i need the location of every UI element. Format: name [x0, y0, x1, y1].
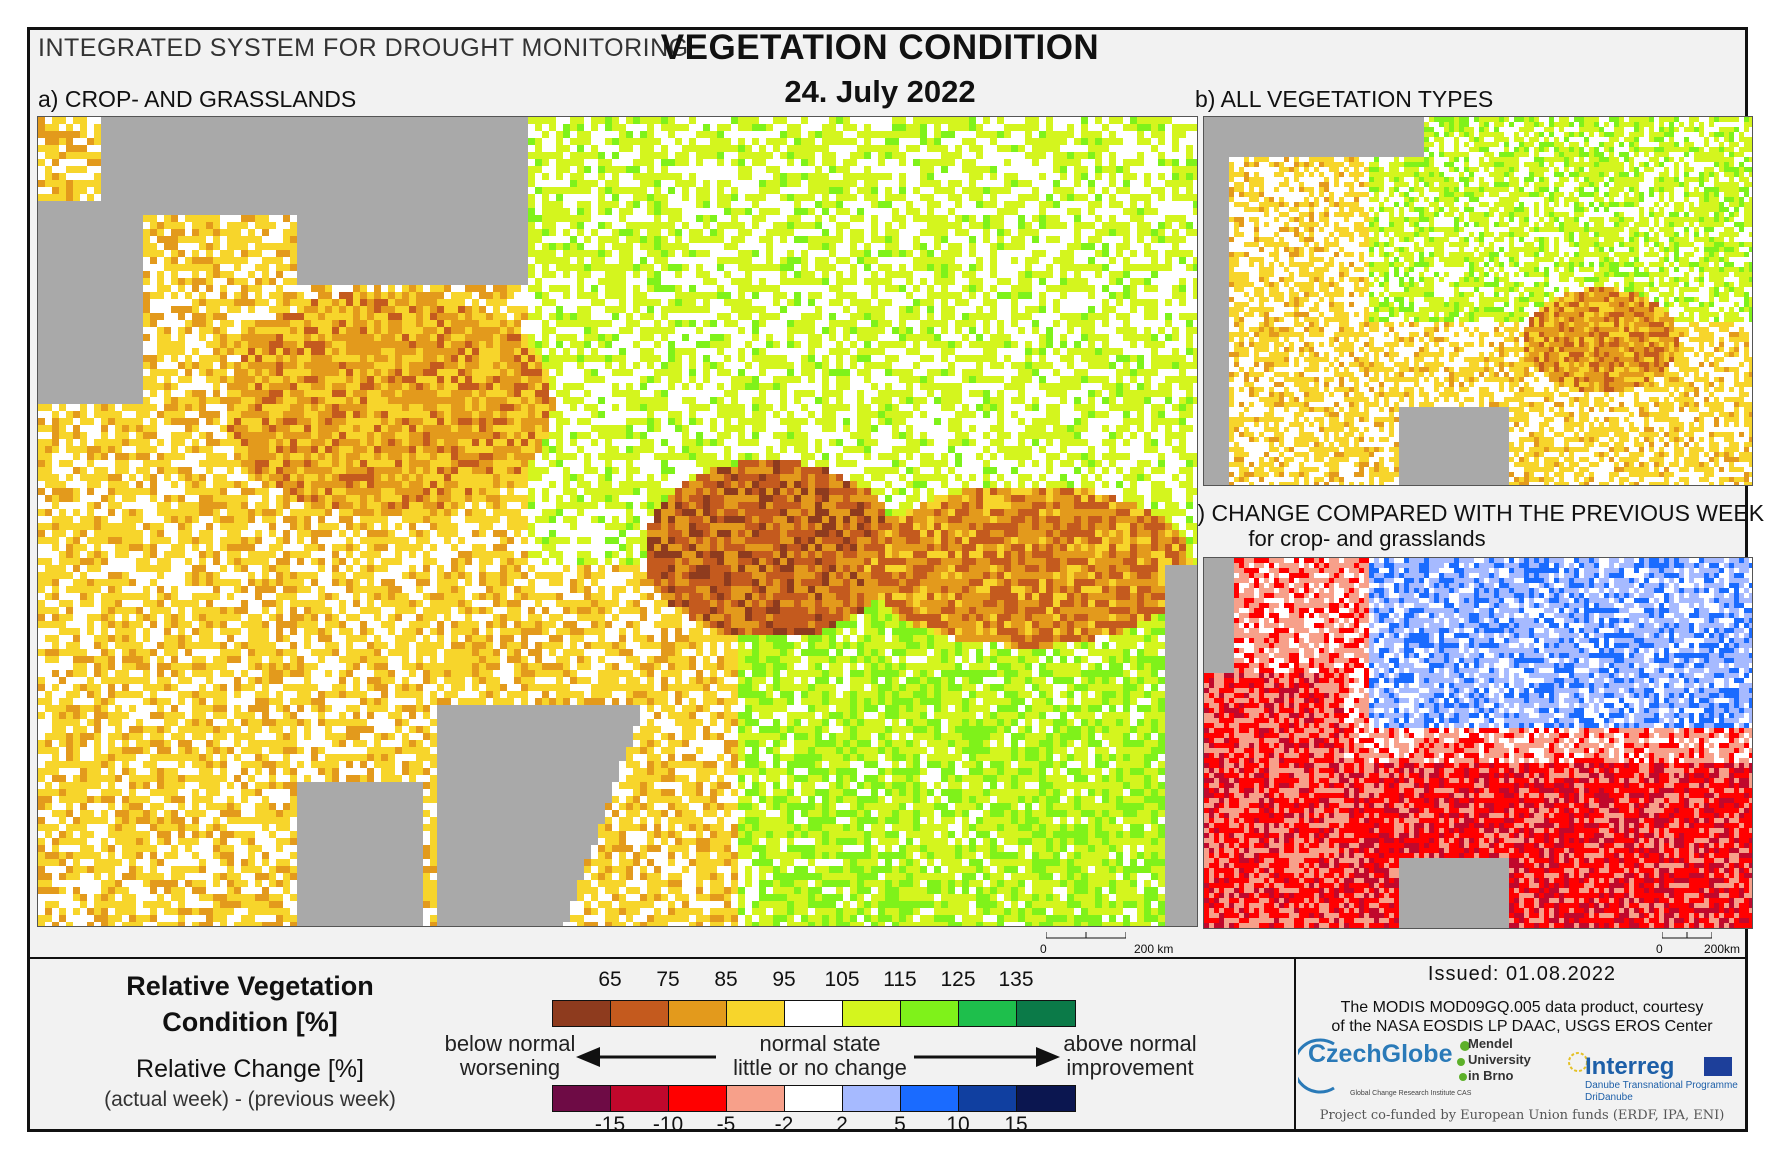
rvc-swatch: [901, 1001, 959, 1026]
rc-tick-label: 2: [817, 1113, 867, 1137]
eu-flag-icon: [1704, 1057, 1732, 1076]
map-weekly-change: [1203, 557, 1753, 929]
rc-swatch: [785, 1086, 843, 1111]
rvc-swatch: [611, 1001, 669, 1026]
rvc-swatch: [727, 1001, 785, 1026]
rvc-swatch: [669, 1001, 727, 1026]
rvc-tick-label: 75: [643, 968, 693, 992]
rc-tick-label: -10: [643, 1113, 693, 1137]
rc-swatch: [1017, 1086, 1075, 1111]
map-b-raster: [1229, 117, 1752, 485]
rvc-swatch: [959, 1001, 1017, 1026]
rc-tick-label: 15: [991, 1113, 1041, 1137]
legend-rc-title: Relative Change [%]: [100, 1055, 400, 1084]
date-label: 24. July 2022: [640, 74, 1120, 110]
scalebar-c: 0 200km: [1654, 930, 1754, 958]
rc-swatch: [669, 1086, 727, 1111]
legend-normal-state: normal state little or no change: [720, 1032, 920, 1080]
rvc-tick-label: 125: [933, 968, 983, 992]
panel-c-title: c) CHANGE COMPARED WITH THE PREVIOUS WEE…: [1186, 500, 1764, 527]
panel-a-title: a) CROP- AND GRASSLANDS: [38, 86, 356, 113]
scalebar-a: 0 200 km: [1040, 930, 1200, 958]
legend-above-normal: above normal improvement: [1050, 1032, 1210, 1080]
rvc-tick-label: 115: [875, 968, 925, 992]
panel-c-subtitle: for crop- and grasslands: [1192, 526, 1542, 552]
rc-swatch: [959, 1086, 1017, 1111]
legend-divider: [27, 957, 1748, 959]
rc-tick-label: -15: [585, 1113, 635, 1137]
rvc-tick-label: 65: [585, 968, 635, 992]
mendel-logo-icon: [1457, 1041, 1470, 1081]
rvc-swatch: [553, 1001, 611, 1026]
footer-divider: [1294, 957, 1296, 1132]
czechglobe-logo-icon: [1298, 1038, 1335, 1094]
data-credit: The MODIS MOD09GQ.005 data product, cour…: [1296, 998, 1748, 1036]
arrow-right-icon: [914, 1047, 1060, 1067]
rc-swatch: [727, 1086, 785, 1111]
rc-tick-label: 10: [933, 1113, 983, 1137]
panel-b-title: b) ALL VEGETATION TYPES: [1195, 86, 1772, 113]
rc-colorbar: [552, 1085, 1076, 1112]
rc-tick-label: -2: [759, 1113, 809, 1137]
rvc-tick-label: 95: [759, 968, 809, 992]
system-title: INTEGRATED SYSTEM FOR DROUGHT MONITORING: [38, 34, 689, 63]
rvc-colorbar: [552, 1000, 1076, 1027]
rc-tick-label: 5: [875, 1113, 925, 1137]
rc-swatch: [843, 1086, 901, 1111]
map-crop-grasslands: [37, 116, 1198, 927]
rvc-tick-label: 85: [701, 968, 751, 992]
main-title: VEGETATION CONDITION: [640, 28, 1120, 68]
rvc-swatch: [1017, 1001, 1075, 1026]
mendel-logo: Mendel University in Brno: [1468, 1036, 1531, 1084]
interreg-logo-sub: Danube Transnational Programme DriDanube: [1585, 1080, 1738, 1104]
map-a-raster: [38, 117, 1197, 926]
interreg-logo-icon: [1568, 1052, 1588, 1072]
legend-below-normal: below normal worsening: [430, 1032, 590, 1080]
map-all-vegetation: [1203, 116, 1753, 486]
issued-date: Issued: 01.08.2022: [1296, 963, 1748, 986]
rc-swatch: [901, 1086, 959, 1111]
czechglobe-logo-sub: Global Change Research Institute CAS: [1350, 1090, 1471, 1097]
map-c-raster: [1204, 558, 1752, 928]
cofunding-note: Project co-funded by European Union fund…: [1296, 1108, 1748, 1123]
rc-tick-label: -5: [701, 1113, 751, 1137]
rvc-tick-label: 135: [991, 968, 1041, 992]
rc-swatch: [611, 1086, 669, 1111]
rvc-swatch: [843, 1001, 901, 1026]
rvc-swatch: [785, 1001, 843, 1026]
legend-rvc-title: Relative Vegetation Condition [%]: [100, 968, 400, 1040]
interreg-logo: Interreg: [1585, 1053, 1674, 1081]
legend-rc-subtitle: (actual week) - (previous week): [100, 1088, 400, 1112]
rc-swatch: [553, 1086, 611, 1111]
arrow-left-icon: [576, 1047, 716, 1067]
czechglobe-logo: CzechGlobe: [1308, 1040, 1452, 1069]
rvc-tick-label: 105: [817, 968, 867, 992]
